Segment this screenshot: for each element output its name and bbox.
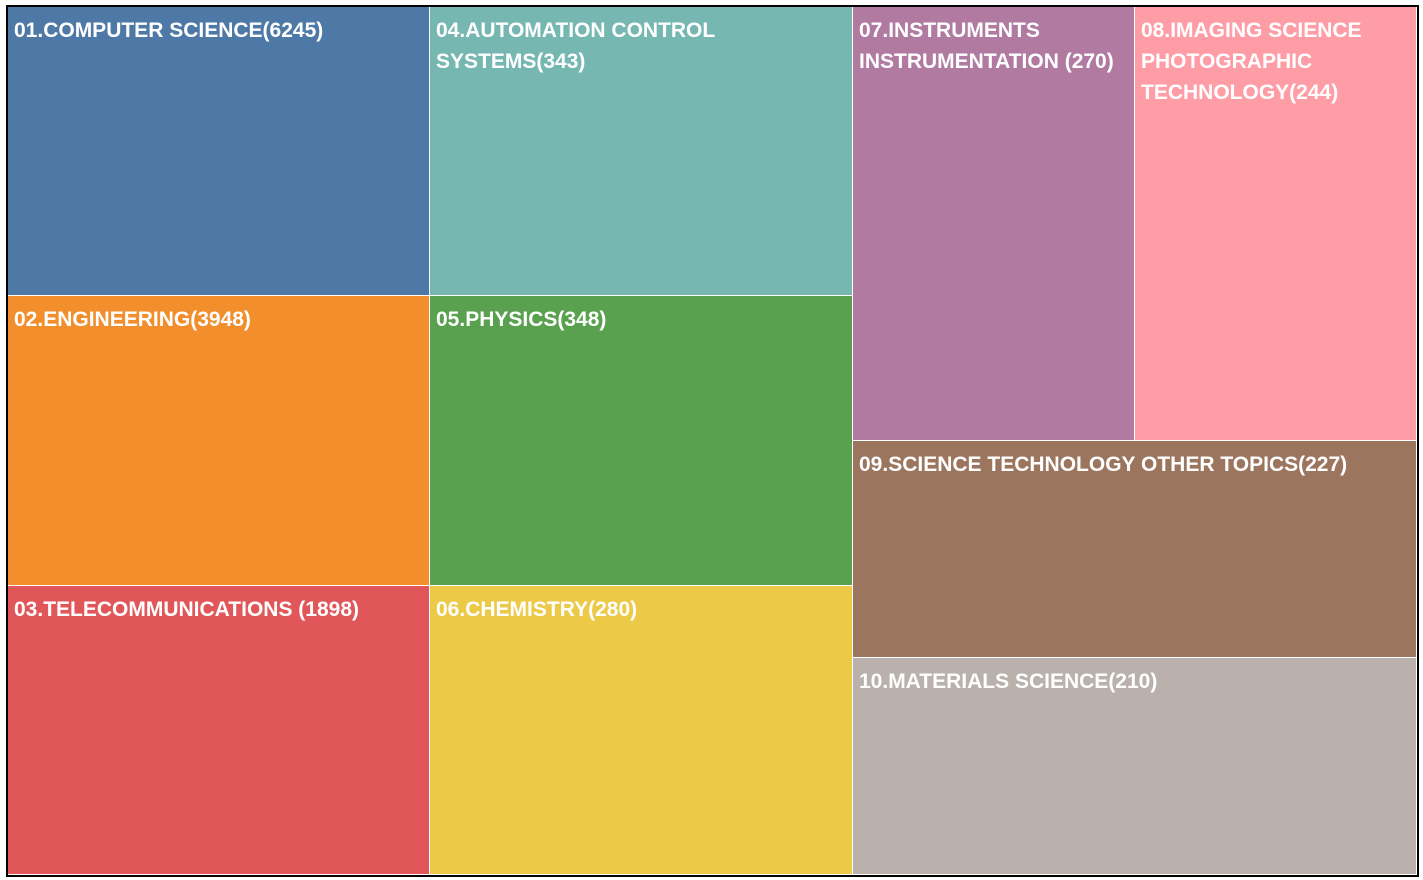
tile-engineering: 02.ENGINEERING(3948)	[8, 296, 430, 586]
tile-label: 03.TELECOMMUNICATIONS (1898)	[14, 598, 359, 621]
tile-science-technology-other: 09.SCIENCE TECHNOLOGY OTHER TOPICS(227)	[853, 441, 1417, 658]
tile-label: 06.CHEMISTRY(280)	[436, 598, 638, 621]
tile-computer-science: 01.COMPUTER SCIENCE(6245)	[8, 7, 430, 296]
tile-label: 04.AUTOMATION CONTROL SYSTEMS(343)	[436, 19, 715, 73]
tile-imaging-science: 08.IMAGING SCIENCE PHOTOGRAPHIC TECHNOLO…	[1135, 7, 1417, 441]
tile-telecommunications: 03.TELECOMMUNICATIONS (1898)	[8, 586, 430, 875]
tile-label: 07.INSTRUMENTS INSTRUMENTATION (270)	[859, 19, 1114, 73]
tile-automation-control-systems: 04.AUTOMATION CONTROL SYSTEMS(343)	[430, 7, 853, 296]
tile-label: 08.IMAGING SCIENCE PHOTOGRAPHIC TECHNOLO…	[1141, 19, 1362, 104]
tile-chemistry: 06.CHEMISTRY(280)	[430, 586, 853, 875]
tile-label: 09.SCIENCE TECHNOLOGY OTHER TOPICS(227)	[859, 453, 1348, 476]
tile-instruments-instrumentation: 07.INSTRUMENTS INSTRUMENTATION (270)	[853, 7, 1135, 441]
tile-label: 05.PHYSICS(348)	[436, 308, 607, 331]
tile-label: 02.ENGINEERING(3948)	[14, 308, 251, 331]
tile-materials-science: 10.MATERIALS SCIENCE(210)	[853, 658, 1417, 875]
tile-physics: 05.PHYSICS(348)	[430, 296, 853, 586]
treemap-chart: 01.COMPUTER SCIENCE(6245) 02.ENGINEERING…	[6, 5, 1419, 877]
tile-label: 01.COMPUTER SCIENCE(6245)	[14, 19, 324, 42]
tile-label: 10.MATERIALS SCIENCE(210)	[859, 670, 1158, 693]
